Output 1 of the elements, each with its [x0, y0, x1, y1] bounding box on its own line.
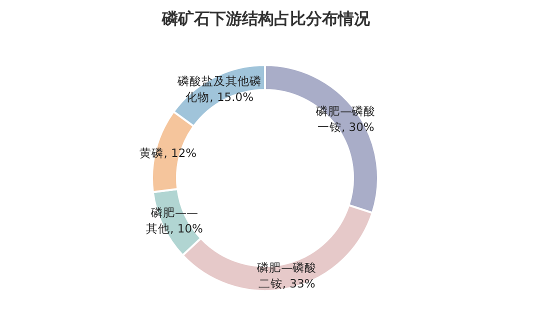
title: 磷矿石下游结构占比分布情况	[162, 9, 370, 28]
